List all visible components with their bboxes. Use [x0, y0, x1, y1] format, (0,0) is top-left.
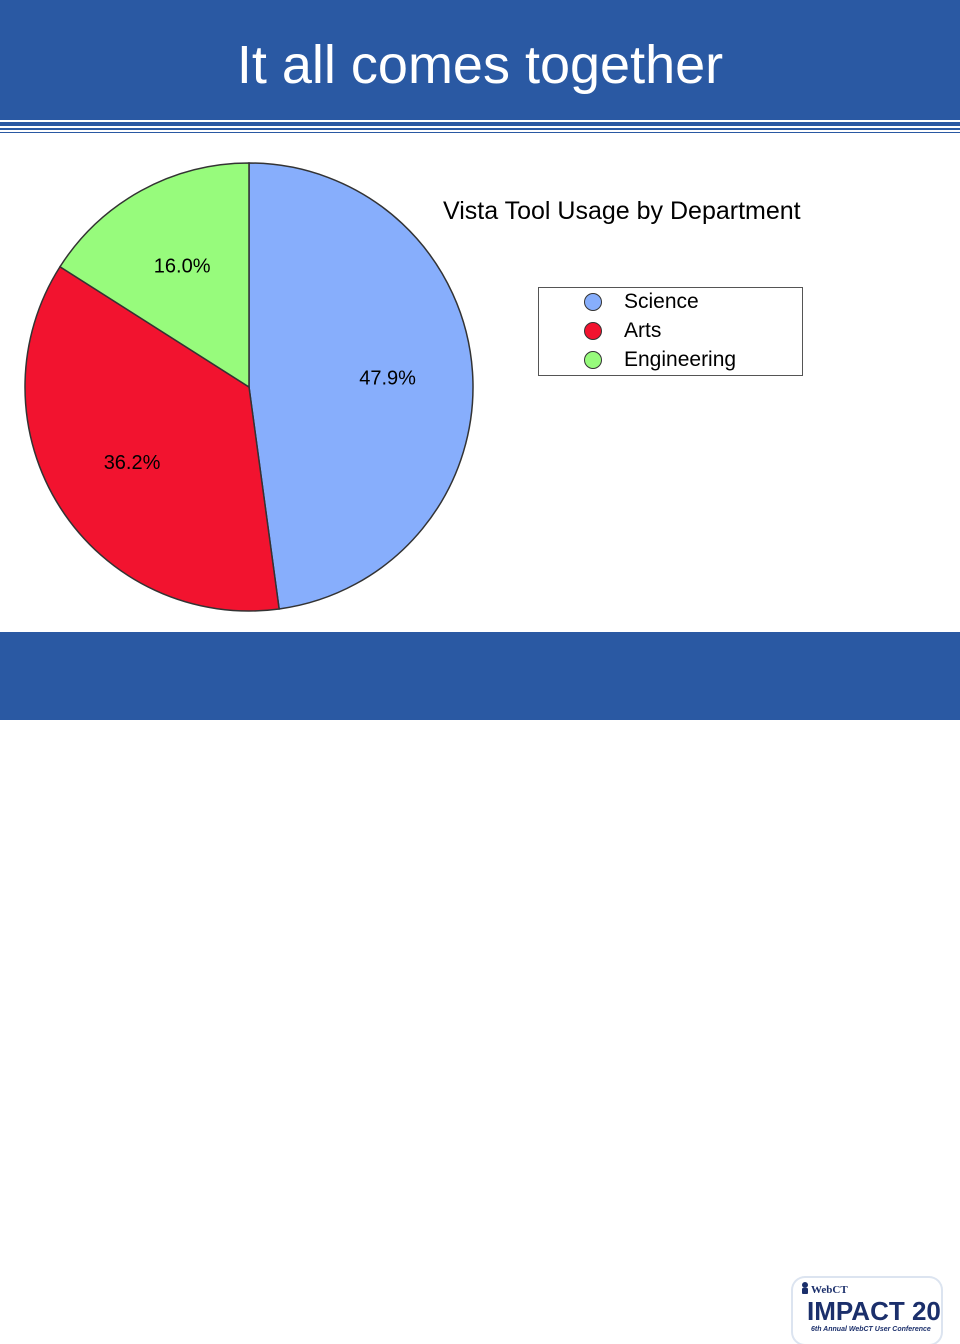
- chart-legend: Science Arts Engineering: [538, 287, 803, 376]
- legend-swatch-arts: [584, 322, 602, 340]
- title-bar: It all comes together: [0, 0, 960, 120]
- logo-tagline: 6th Annual WebCT User Conference: [811, 1326, 931, 1333]
- slide-title: It all comes together: [236, 35, 724, 95]
- pie-label-engineering: 16.0%: [154, 255, 211, 277]
- pie-slice-science: [248, 162, 474, 610]
- pie-label-science: 47.9%: [359, 368, 416, 390]
- legend-label: Engineering: [624, 348, 737, 371]
- pie-slice-arts: [24, 265, 280, 612]
- legend-label: Science: [624, 290, 699, 313]
- impact-2004-logo: WebCT IMPACT 2004 6th Annual WebCT User …: [793, 1278, 941, 1344]
- legend-swatch-engineering: [584, 351, 602, 369]
- logo-brand: WebCT: [811, 1284, 848, 1296]
- pie-chart: 47.9% 36.2% 16.0%: [24, 162, 474, 612]
- legend-item-arts: Arts: [584, 319, 661, 343]
- footer-bar: WebCT IMPACT 2004 6th Annual WebCT User …: [0, 632, 960, 1344]
- header-rule: [0, 132, 960, 133]
- webct-mascot-icon: [802, 1282, 808, 1294]
- legend-item-engineering: Engineering: [584, 348, 736, 372]
- logo-name: IMPACT 2004: [807, 1296, 941, 1326]
- header-rule: [0, 122, 960, 126]
- pie-slice-engineering: [58, 162, 250, 389]
- legend-item-science: Science: [584, 290, 699, 314]
- chart-title: Vista Tool Usage by Department: [443, 197, 801, 225]
- legend-label: Arts: [624, 319, 662, 342]
- pie-label-arts: 36.2%: [104, 452, 161, 474]
- legend-swatch-science: [584, 293, 602, 311]
- header-rule: [0, 128, 960, 130]
